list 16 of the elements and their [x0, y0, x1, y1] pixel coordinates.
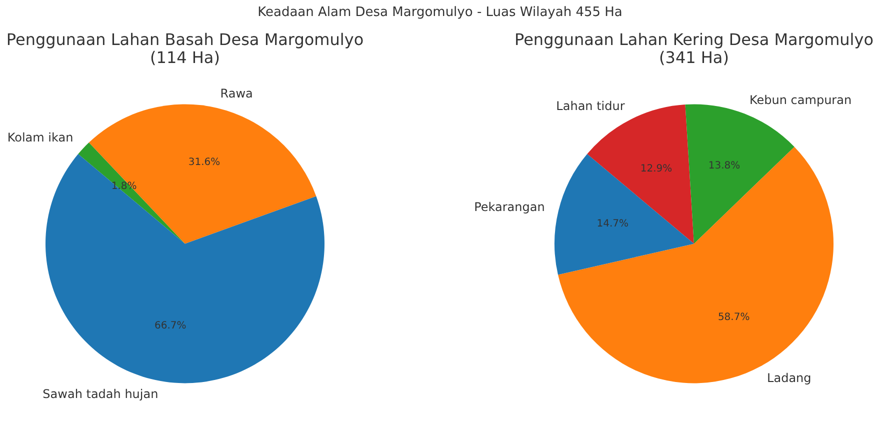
slice-label: Sawah tadah hujan [42, 386, 158, 401]
chart-title: Penggunaan Lahan Kering Desa Margomulyo (341 Ha) [514, 30, 874, 67]
chart-title: Penggunaan Lahan Basah Desa Margomulyo (114 Ha) [6, 30, 364, 67]
data-label: 14.7% [596, 218, 629, 230]
data-label: 13.8% [708, 160, 740, 172]
data-label: 31.6% [188, 156, 220, 168]
slice-label: Pekarangan [474, 200, 545, 214]
data-label: 12.9% [640, 164, 672, 175]
slice-label: Lahan tidur [556, 98, 625, 113]
data-label: 66.7% [154, 320, 186, 332]
data-label: 58.7% [718, 312, 750, 323]
slice-label: Rawa [220, 86, 253, 100]
slice-label: Kolam ikan [7, 130, 74, 145]
text: Keadaan Alam Desa Margomulyo - Luas Wilayah 455 Ha [258, 5, 622, 21]
slice-label: Ladang [767, 370, 812, 385]
slice-label: Kebun campuran [750, 92, 852, 107]
